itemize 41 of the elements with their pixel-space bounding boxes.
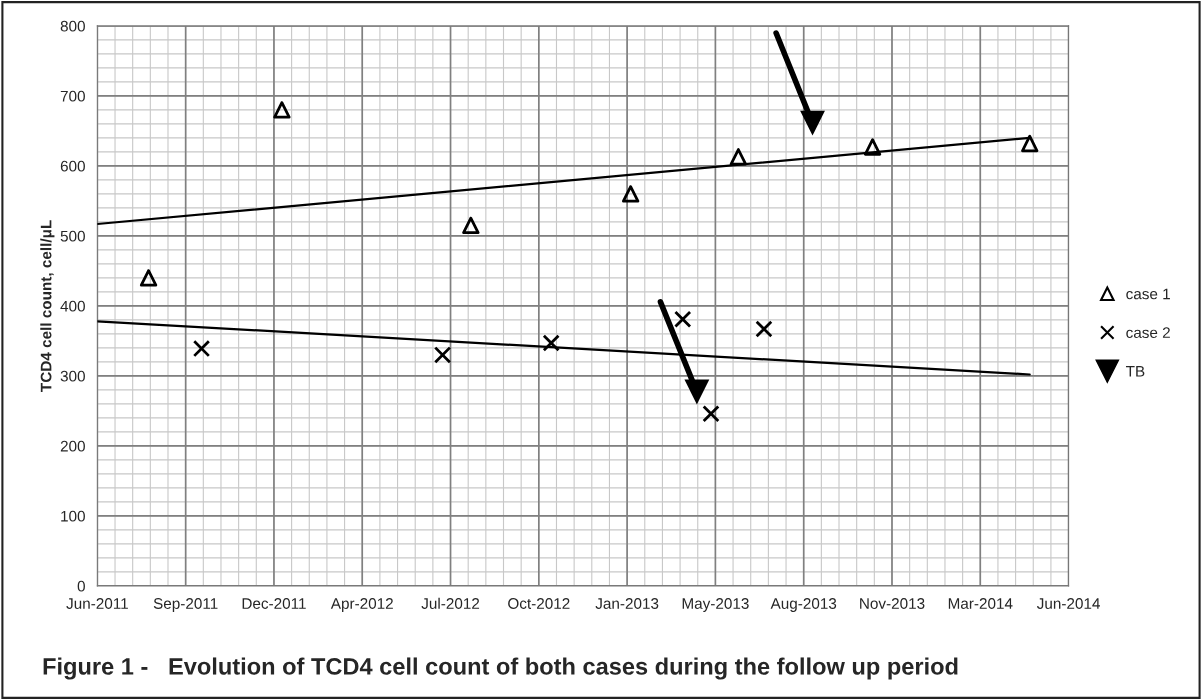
point [863, 138, 882, 156]
y-tick-label: 400 [60, 300, 85, 312]
x-tick-label: Aug-2013 [770, 598, 837, 612]
point [139, 269, 158, 287]
x-tick-label: Mar-2014 [948, 598, 1013, 609]
y-tick-label: 700 [60, 90, 85, 102]
y-tick-label: 100 [61, 510, 85, 522]
y-tick-label: 200 [60, 440, 85, 452]
text: Figure 1 - Evolution of TCD4 cell count of both cases during the follow up period [43, 657, 958, 680]
x-tick-label: Apr-2012 [330, 598, 393, 612]
point [800, 110, 825, 136]
point [755, 320, 773, 338]
x-tick-label: Jun-2014 [1036, 598, 1100, 609]
y-axis-title: TCD4 cell count, cell/μL [40, 220, 55, 392]
x-tick-label: Nov-2013 [860, 598, 925, 609]
x-tick-label: May-2013 [682, 598, 749, 612]
point [674, 310, 692, 328]
legend-label: TB [1125, 366, 1145, 377]
y-tick-label: 600 [60, 160, 85, 172]
x-tick-label: Dec-2011 [242, 598, 306, 609]
legend-label: case 1 [1126, 288, 1170, 300]
point [702, 405, 720, 423]
point [273, 101, 291, 119]
x-tick-label: Sep-2011 [153, 598, 218, 612]
y-tick-label: 300 [60, 370, 85, 382]
point [462, 216, 480, 235]
x-tick-label: Oct-2012 [508, 598, 570, 609]
point [542, 334, 560, 352]
point [192, 339, 211, 358]
point [1021, 134, 1039, 153]
y-tick-label: 500 [60, 230, 85, 242]
point [684, 379, 710, 405]
y-tick-label: 0 [77, 580, 85, 592]
x-tick-label: Jan-2013 [595, 598, 659, 609]
point [433, 346, 452, 364]
point [729, 148, 748, 166]
x-tick-label: Jul-2012 [421, 597, 480, 609]
point [621, 185, 640, 203]
y-tick-label: 800 [60, 20, 85, 32]
legend-label: case 2 [1126, 327, 1170, 338]
x-tick-label: Jun-2011 [66, 598, 128, 609]
